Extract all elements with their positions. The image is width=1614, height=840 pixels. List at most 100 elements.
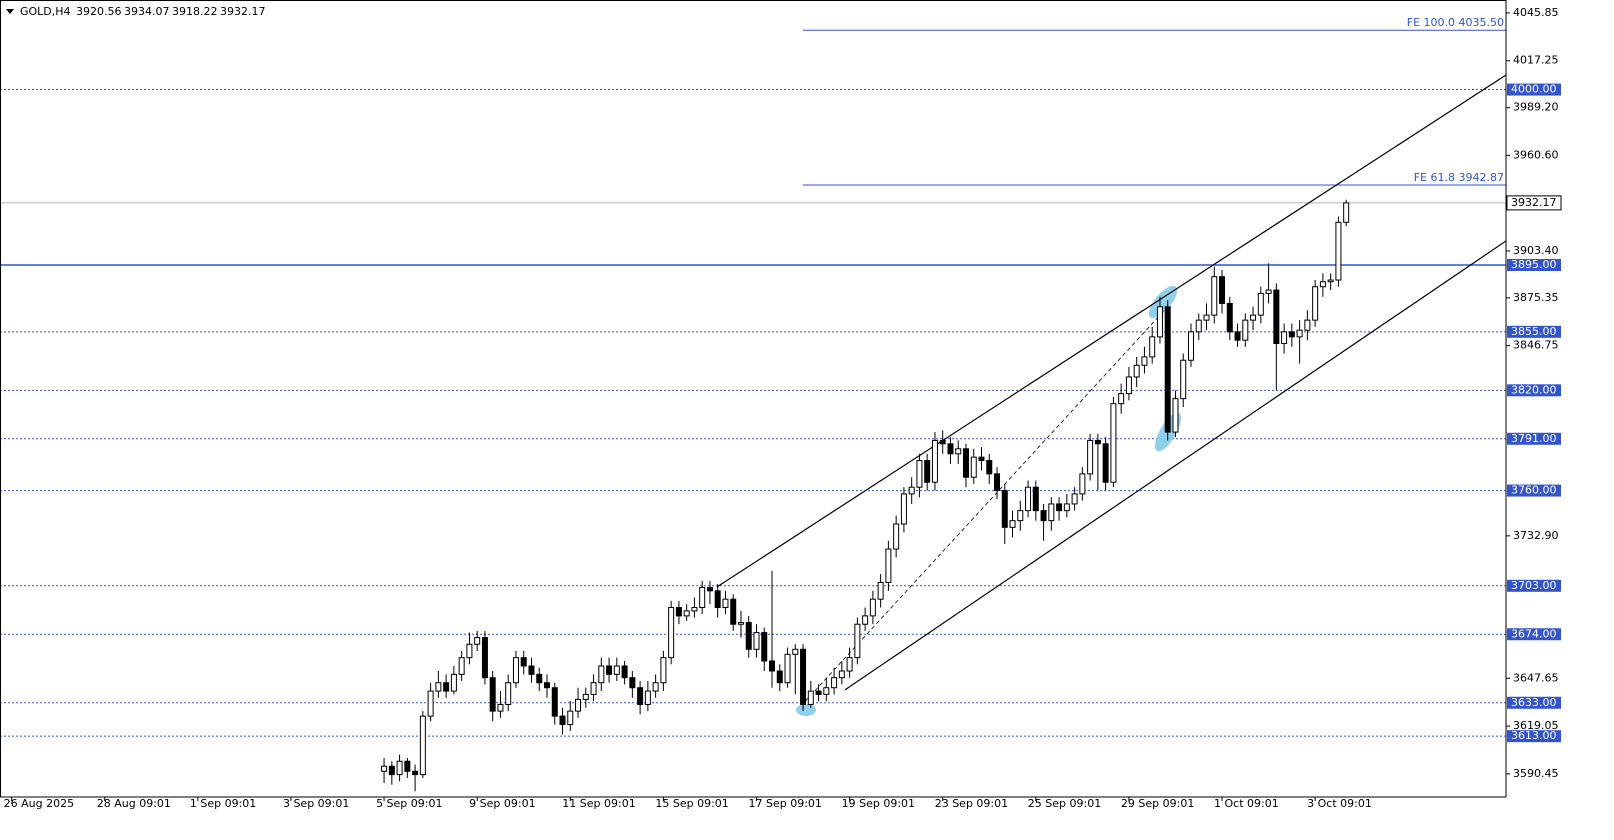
candle-body — [962, 448, 969, 478]
candle-body — [1234, 331, 1241, 341]
candle-body — [505, 682, 512, 705]
candle-body — [1156, 306, 1163, 338]
candle-body — [1257, 292, 1264, 316]
candle-body — [1265, 289, 1272, 294]
candle-body — [1273, 289, 1280, 345]
x-tick-label: 28 Aug 09:01 — [97, 797, 171, 810]
channel-line — [844, 240, 1507, 691]
candle-body — [412, 770, 419, 776]
y-tick-label: 3960.60 — [1513, 148, 1559, 161]
candles — [381, 199, 1350, 792]
candle-body — [1110, 403, 1117, 483]
candle-body — [598, 665, 605, 684]
level-label: 3613.00 — [1511, 729, 1557, 742]
candle-body — [1094, 439, 1101, 445]
level-label-box — [1507, 325, 1561, 338]
y-tick-label: 3846.75 — [1513, 339, 1559, 352]
candle-body — [838, 670, 845, 679]
candle-body — [1149, 336, 1156, 358]
level-label-box — [1507, 384, 1561, 397]
candle-body — [815, 690, 822, 695]
y-tick-label: 3619.05 — [1513, 719, 1559, 732]
candle-body — [846, 657, 853, 672]
candle-body — [699, 586, 706, 609]
candle-body — [1009, 520, 1016, 528]
x-tick-label: 3 Oct 09:01 — [1307, 797, 1372, 810]
candle-body — [637, 687, 644, 705]
candle-body — [489, 677, 496, 712]
axes: 4045.85 4017.25 3989.20 3960.60 3903.40 3875.… — [0, 0, 1562, 810]
fib-label: FE 100.0 4035.50 — [1407, 16, 1504, 29]
price-label: 3932.17 — [1511, 196, 1557, 209]
candle-body — [1180, 359, 1187, 400]
candle-body — [1032, 486, 1039, 512]
candle-body — [1219, 276, 1226, 304]
candle-body — [1312, 286, 1319, 321]
candle-body — [582, 693, 589, 700]
candle-body — [978, 456, 985, 461]
level-label-box — [1507, 628, 1561, 641]
level-label-box — [1507, 696, 1561, 709]
y-tick-label: 3875.35 — [1513, 291, 1559, 304]
candle-body — [1017, 510, 1024, 522]
fib-label: FE 61.8 3942.87 — [1414, 171, 1504, 184]
y-tick-label: 3903.40 — [1513, 244, 1559, 257]
candle-body — [683, 610, 690, 617]
candle-body — [1133, 364, 1140, 378]
y-tick-label: 4045.85 — [1513, 6, 1559, 19]
candle-body — [776, 670, 783, 684]
candle-body — [807, 690, 814, 705]
candle-body — [381, 765, 388, 772]
y-tick-label: 3590.45 — [1513, 767, 1559, 780]
candle-body — [536, 673, 543, 684]
candle-body — [427, 690, 434, 717]
candle-body — [730, 598, 737, 625]
x-tick-label: 26 Aug 2025 — [4, 797, 74, 810]
x-tick-label: 29 Sep 09:01 — [1121, 797, 1194, 810]
candle-body — [1118, 393, 1125, 405]
candle-body — [1335, 221, 1342, 281]
candle-body — [621, 665, 628, 679]
level-label-box — [1507, 730, 1561, 743]
candle-body — [986, 459, 993, 475]
candle-body — [544, 682, 551, 689]
candle-body — [1281, 331, 1288, 345]
x-tick-label: 3 Sep 09:01 — [283, 797, 349, 810]
level-label-box — [1507, 258, 1561, 271]
candle-body — [567, 710, 574, 725]
channel-line — [716, 74, 1507, 588]
candle-body — [1087, 439, 1094, 475]
candle-body — [1211, 276, 1218, 316]
candle-body — [1071, 493, 1078, 505]
level-label: 3703.00 — [1511, 579, 1557, 592]
candle-body — [784, 653, 791, 684]
candle-body — [590, 682, 597, 695]
level-label: 3633.00 — [1511, 696, 1557, 709]
candle-body — [769, 660, 776, 672]
candle-body — [481, 637, 488, 679]
candle-body — [675, 607, 682, 617]
candle-body — [800, 648, 807, 705]
candle-body — [1040, 510, 1047, 522]
level-label: 3760.00 — [1511, 484, 1557, 497]
candle-body — [1296, 329, 1303, 338]
candle-body — [823, 687, 830, 695]
candle-body — [1304, 319, 1311, 331]
level-label: 3895.00 — [1511, 258, 1557, 271]
highlight — [796, 704, 816, 716]
candle-body — [458, 657, 465, 675]
candle-body — [792, 648, 799, 655]
candle-body — [660, 657, 667, 684]
level-label: 3674.00 — [1511, 627, 1557, 640]
y-tick-label: 3732.90 — [1513, 529, 1559, 542]
y-tick-label: 3647.65 — [1513, 671, 1559, 684]
candle-body — [466, 643, 473, 659]
dropdown-icon — [6, 9, 14, 14]
candle-body — [994, 473, 1001, 492]
level-label-box — [1507, 83, 1561, 96]
candle-body — [1001, 490, 1008, 528]
candle-body — [908, 486, 915, 495]
candle-body — [916, 459, 923, 488]
candle-body — [939, 439, 946, 445]
level-label-box — [1507, 484, 1561, 497]
